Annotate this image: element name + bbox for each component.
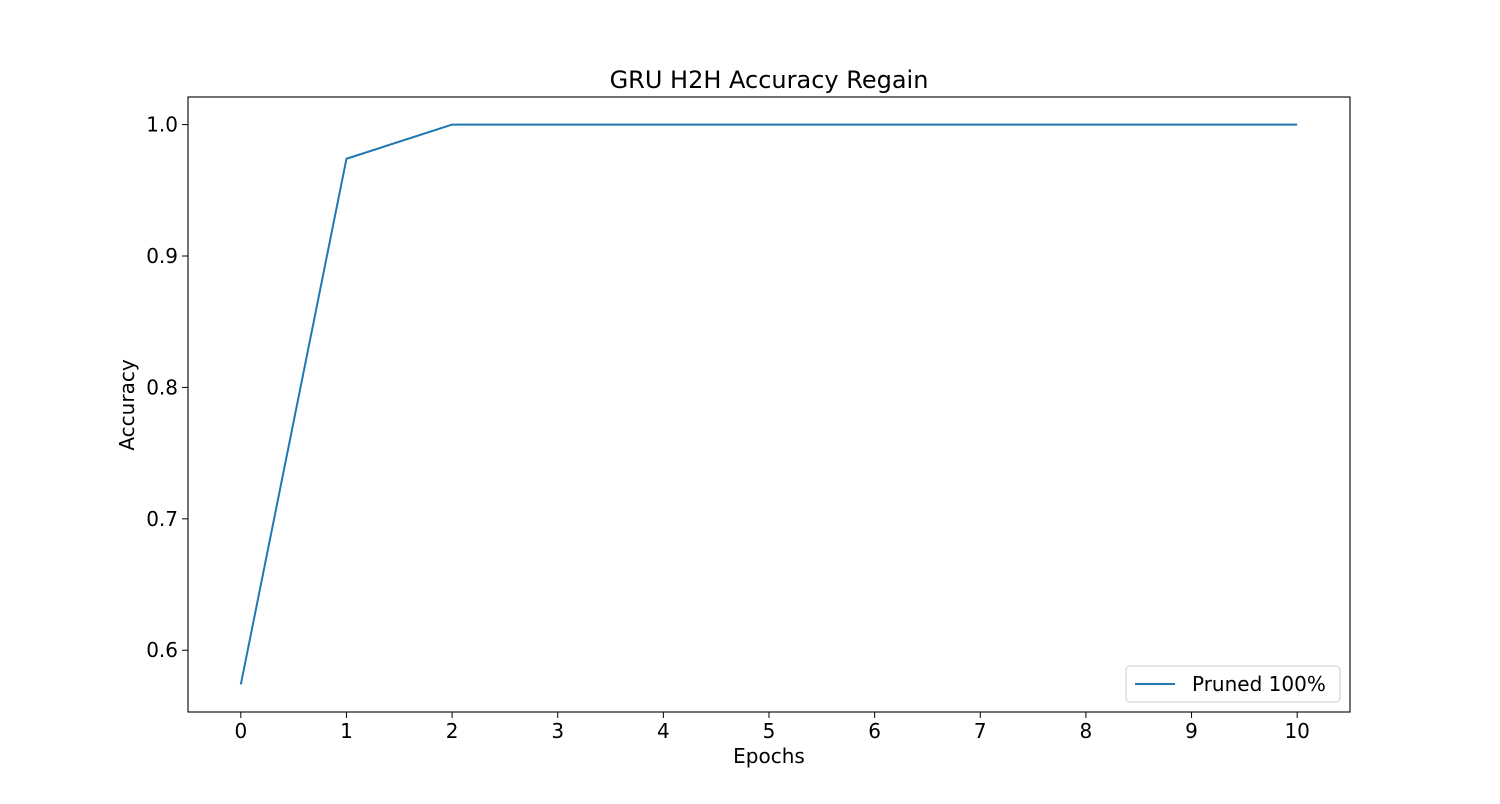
plot-frame [187,96,1351,713]
x-tick-label: 10 [1284,719,1309,743]
plot-area: 0 1 2 3 4 5 6 7 8 9 10 0.6 0.7 0.8 0.9 1.0 [146,96,1351,743]
x-axis-label: Epochs [733,744,805,768]
x-tick-label: 0 [234,719,247,743]
x-tick-label: 5 [763,719,776,743]
x-tick-label: 4 [657,719,670,743]
y-tick-label: 0.6 [146,638,178,662]
x-tick-label: 9 [1185,719,1198,743]
x-tick-label: 6 [868,719,881,743]
x-tick-label: 3 [551,719,564,743]
legend-label: Pruned 100% [1192,672,1326,696]
x-tick-label: 2 [446,719,459,743]
legend: Pruned 100% [1125,665,1341,703]
x-tick-label: 1 [340,719,353,743]
y-tick-label: 1.0 [146,113,178,137]
legend-box [1125,665,1341,703]
y-tick-label: 0.7 [146,507,178,531]
y-axis-label: Accuracy [115,359,139,450]
y-tick-label: 0.8 [146,375,178,399]
y-tick-label: 0.9 [146,244,178,268]
x-tick-label: 8 [1080,719,1093,743]
series-line [239,123,1298,685]
chart-title: GRU H2H Accuracy Regain [610,66,929,94]
x-tick-label: 7 [974,719,987,743]
